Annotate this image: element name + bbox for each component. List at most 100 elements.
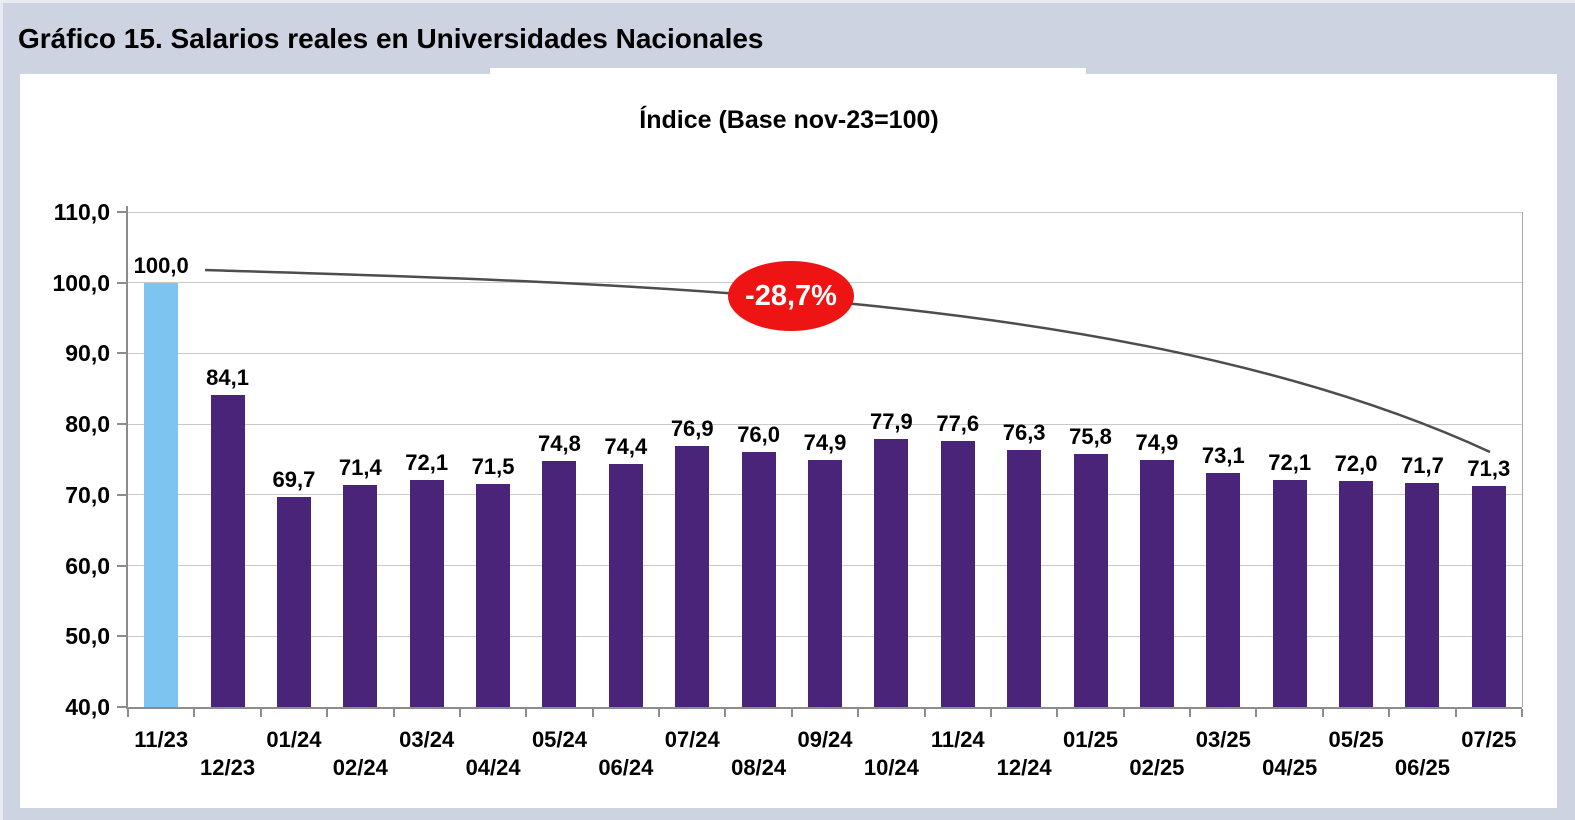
page-title: Gráfico 15. Salarios reales en Universid… bbox=[18, 23, 764, 54]
y-axis-tick bbox=[117, 423, 128, 426]
x-axis-label: 06/25 bbox=[1394, 755, 1450, 780]
x-axis-label: 03/25 bbox=[1195, 727, 1251, 752]
gridline bbox=[128, 352, 1522, 354]
x-axis-tick bbox=[1321, 709, 1324, 717]
x-axis-label: 05/25 bbox=[1328, 727, 1384, 752]
x-axis-label: 08/24 bbox=[731, 755, 787, 780]
x-axis-label: 04/24 bbox=[465, 755, 521, 780]
y-axis-label: 60,0 bbox=[65, 552, 110, 579]
bar-value-label: 72,1 bbox=[405, 450, 449, 475]
x-axis-tick bbox=[326, 709, 329, 717]
page-edge-highlight-top bbox=[0, 0, 1575, 3]
x-axis-tick bbox=[525, 709, 528, 717]
x-axis-tick bbox=[1454, 709, 1457, 717]
chart-title: Índice (Base nov-23=100) bbox=[639, 106, 939, 134]
x-axis-tick bbox=[591, 709, 594, 717]
x-axis-tick bbox=[923, 709, 926, 717]
x-axis-label: 02/24 bbox=[332, 755, 388, 780]
bar bbox=[675, 446, 710, 707]
bar bbox=[1073, 453, 1108, 707]
x-axis-tick bbox=[1255, 709, 1258, 717]
y-axis-label: 70,0 bbox=[65, 481, 110, 508]
x-axis-label: 01/25 bbox=[1062, 727, 1119, 752]
y-axis-tick bbox=[117, 281, 128, 284]
x-axis-tick bbox=[259, 709, 262, 717]
x-axis-label: 11/23 bbox=[134, 727, 189, 752]
x-axis-label: 07/25 bbox=[1461, 727, 1517, 752]
bar bbox=[874, 438, 909, 707]
page-edge-highlight-left bbox=[0, 0, 3, 820]
bar bbox=[940, 441, 975, 707]
x-axis-label: 01/24 bbox=[266, 727, 322, 752]
bar bbox=[1007, 450, 1042, 707]
x-axis-tick bbox=[857, 709, 860, 717]
bar bbox=[741, 452, 776, 707]
y-axis-line bbox=[126, 206, 128, 709]
x-axis-line bbox=[126, 707, 1522, 709]
bar-value-label: 84,1 bbox=[206, 365, 249, 391]
bar-value-label: 72,0 bbox=[1334, 450, 1378, 476]
x-axis-tick bbox=[658, 709, 661, 717]
bar-value-label: 72,1 bbox=[1268, 450, 1312, 475]
bar bbox=[1405, 482, 1440, 707]
bar bbox=[210, 395, 245, 707]
x-axis-label: 05/24 bbox=[531, 727, 587, 752]
bar bbox=[1471, 485, 1506, 707]
bar bbox=[144, 282, 179, 707]
x-axis-tick bbox=[1521, 709, 1523, 717]
x-axis-label: 12/24 bbox=[996, 755, 1052, 780]
x-axis-tick bbox=[392, 709, 395, 717]
bar-value-label: 71,4 bbox=[338, 454, 382, 480]
x-axis-tick bbox=[1122, 709, 1125, 717]
gridline bbox=[128, 423, 1522, 425]
bar bbox=[276, 496, 311, 707]
bar-value-label: 71,3 bbox=[1467, 455, 1511, 481]
y-axis-tick bbox=[117, 352, 128, 355]
y-axis-tick bbox=[117, 706, 128, 708]
y-axis-tick bbox=[117, 211, 128, 213]
bar bbox=[476, 484, 511, 707]
bar bbox=[1139, 460, 1174, 707]
plot-right-border bbox=[1522, 212, 1523, 707]
bar bbox=[542, 460, 577, 707]
bar bbox=[1206, 472, 1241, 707]
y-axis-label: 110,0 bbox=[53, 199, 110, 225]
bar bbox=[343, 484, 378, 707]
x-axis-label: 04/25 bbox=[1262, 755, 1318, 780]
x-axis-tick bbox=[127, 709, 129, 717]
bar bbox=[608, 463, 643, 707]
bar-value-label: 71,5 bbox=[471, 454, 515, 480]
x-axis-label: 12/23 bbox=[200, 755, 256, 780]
x-axis-label: 07/24 bbox=[664, 727, 720, 752]
bar-value-label: 100,0 bbox=[133, 252, 189, 278]
annotation-label: -28,7% bbox=[745, 279, 837, 312]
bar-value-label: 71,7 bbox=[1401, 452, 1444, 478]
y-axis-label: 50,0 bbox=[65, 623, 110, 650]
y-axis-tick bbox=[117, 564, 128, 567]
x-axis-label: 06/24 bbox=[598, 755, 654, 780]
x-axis-tick bbox=[458, 709, 461, 717]
x-axis-tick bbox=[1388, 709, 1391, 717]
y-axis-label: 90,0 bbox=[65, 340, 110, 367]
panel-notch bbox=[490, 68, 1086, 76]
y-axis-label: 100,0 bbox=[52, 269, 110, 296]
y-axis-tick bbox=[117, 635, 128, 638]
x-axis-tick bbox=[724, 709, 727, 717]
x-axis-tick bbox=[193, 709, 196, 717]
y-axis-tick bbox=[117, 493, 128, 496]
bar bbox=[409, 480, 444, 707]
y-axis-label: 80,0 bbox=[65, 411, 110, 438]
x-axis-tick bbox=[1189, 709, 1192, 717]
bar bbox=[1339, 480, 1374, 707]
x-axis-label: 10/24 bbox=[863, 755, 919, 780]
gridline bbox=[128, 211, 1522, 213]
x-axis-label: 09/24 bbox=[797, 727, 853, 752]
y-axis-label: 40,0 bbox=[65, 694, 110, 720]
bar-value-label: 69,7 bbox=[272, 466, 316, 492]
x-axis-label: 02/25 bbox=[1129, 755, 1185, 780]
x-axis-label: 03/24 bbox=[399, 727, 455, 752]
x-axis-tick bbox=[989, 709, 992, 717]
x-axis-tick bbox=[1056, 709, 1059, 717]
